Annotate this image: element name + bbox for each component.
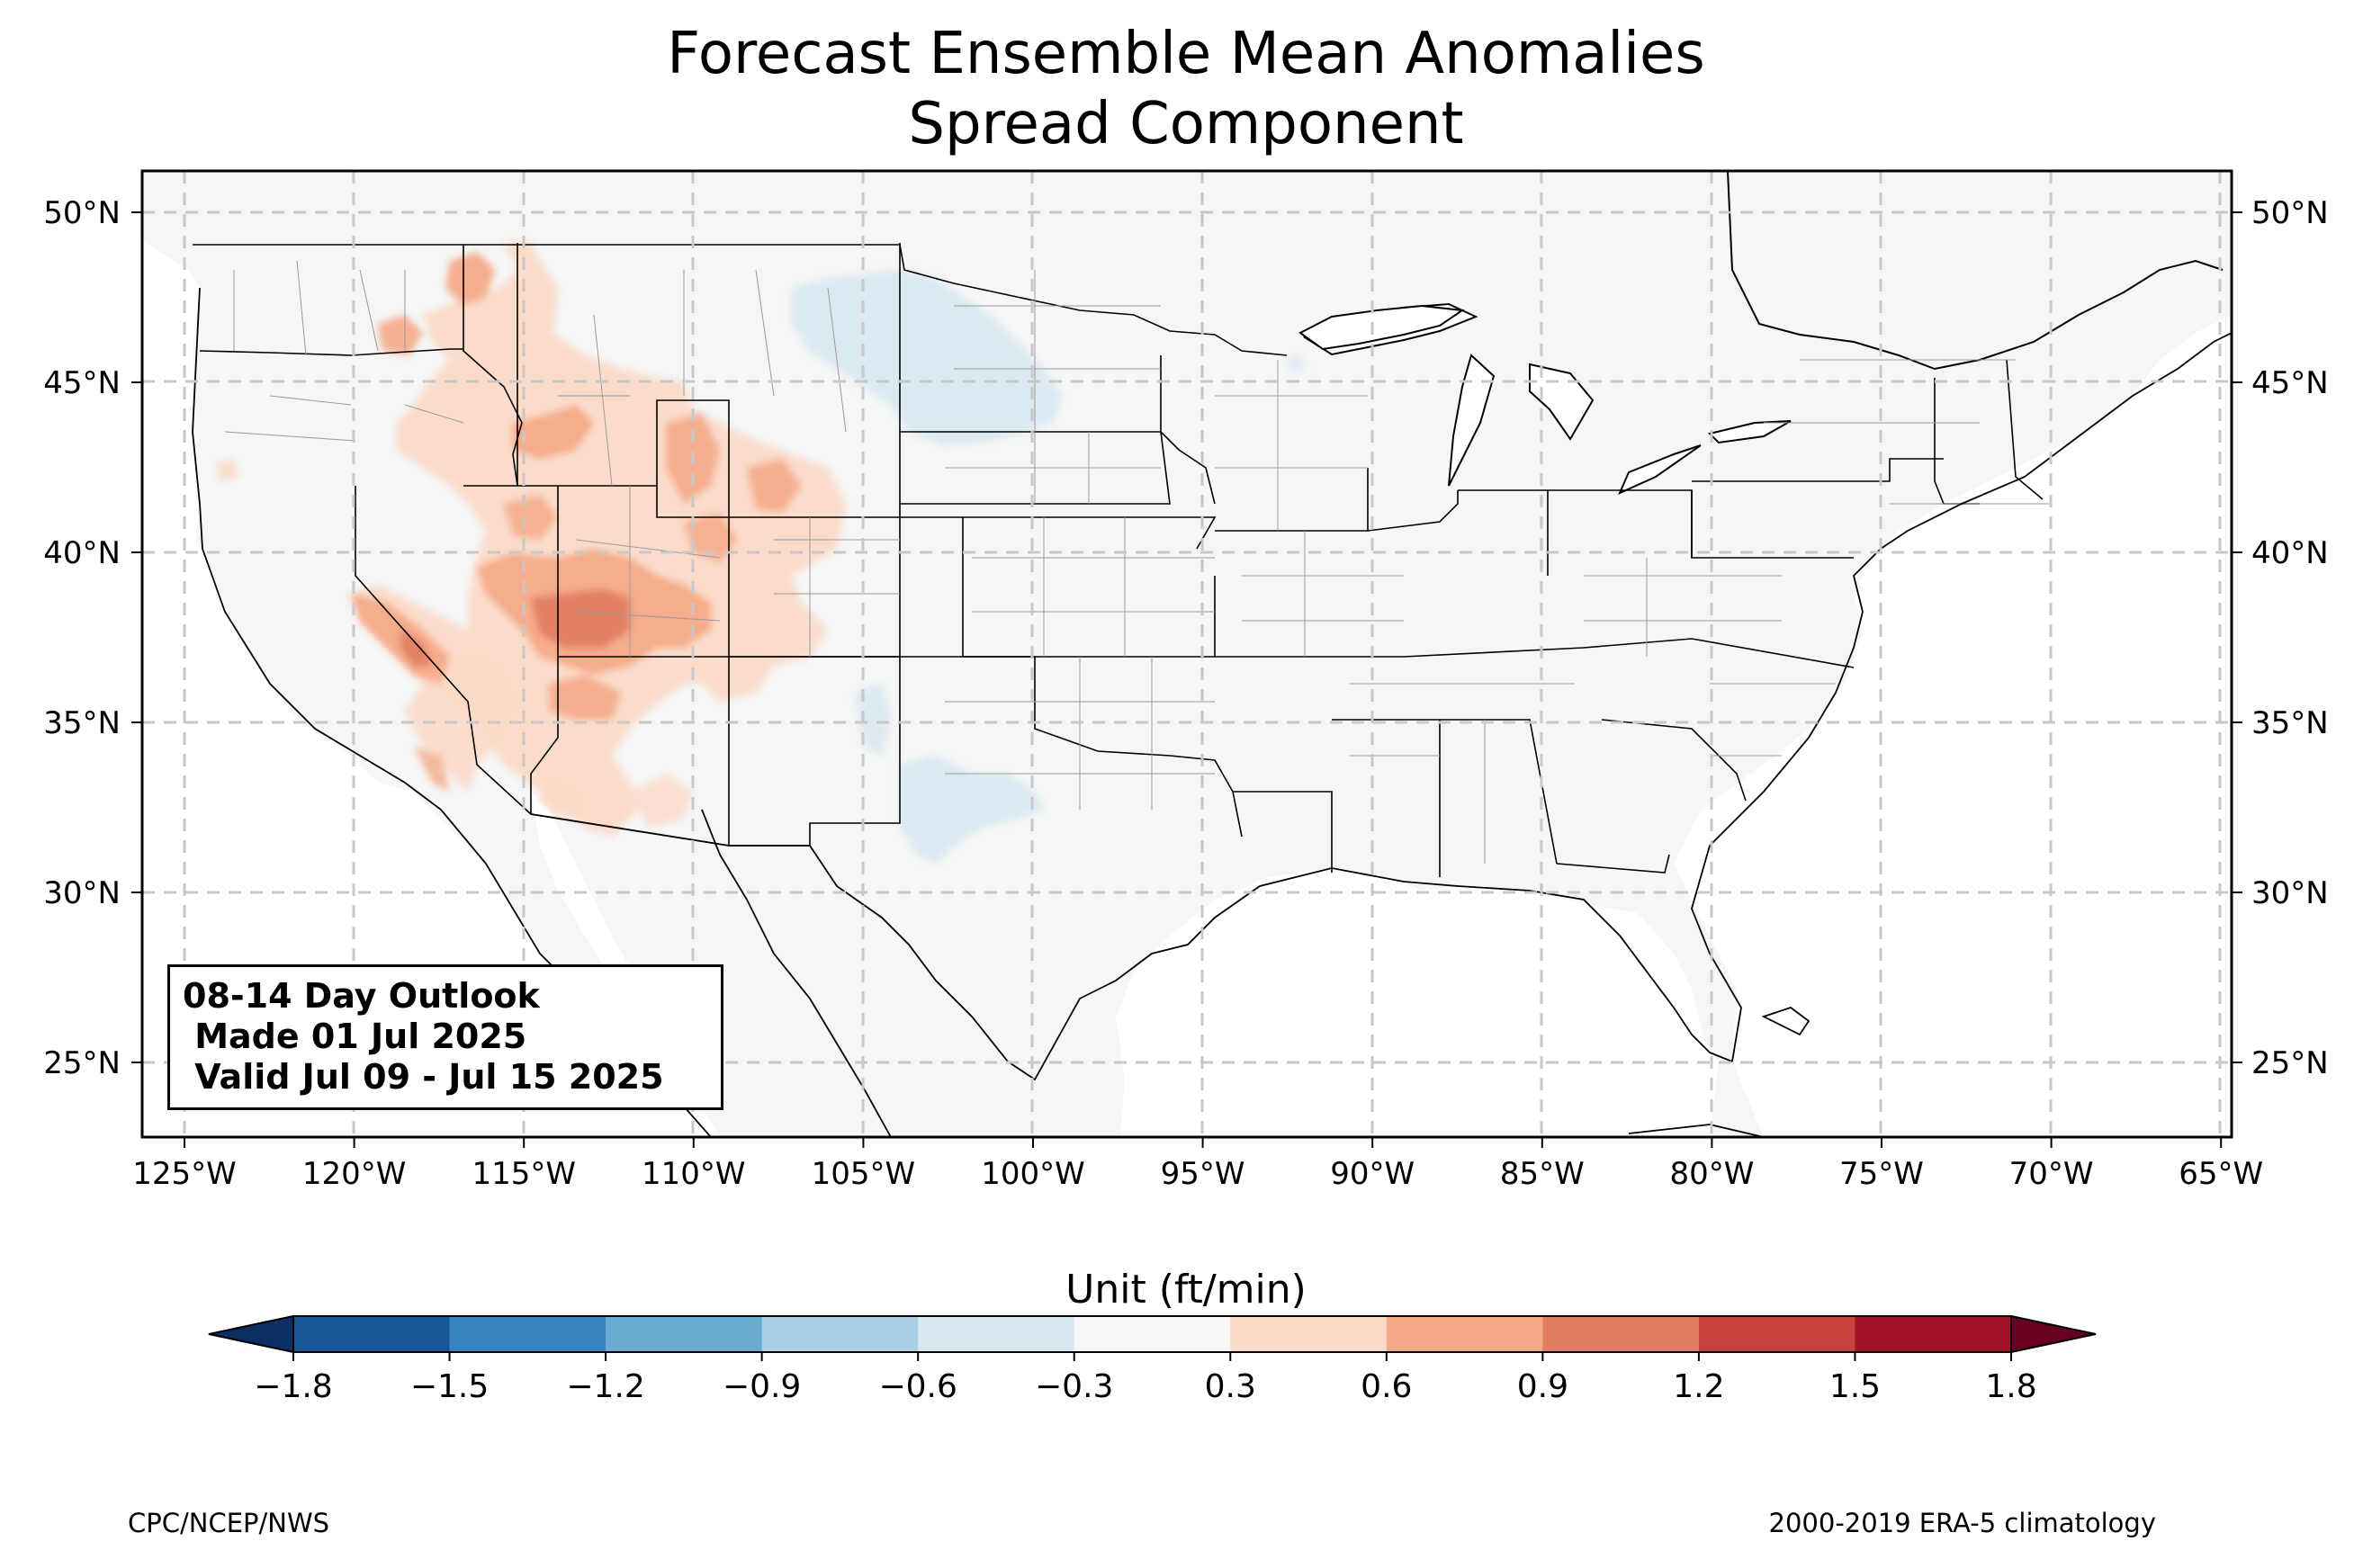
footer-climatology: 2000-2019 ERA-5 climatology bbox=[1768, 1508, 2156, 1538]
moderate-anomaly-regions bbox=[351, 252, 801, 792]
lat-tick-label: 40°N bbox=[43, 535, 121, 571]
gridlines bbox=[142, 171, 2232, 1137]
lon-tick-label: 75°W bbox=[1839, 1156, 1924, 1192]
colorbar-tick-label: −0.3 bbox=[1035, 1368, 1113, 1405]
colorbar-segment bbox=[449, 1316, 606, 1352]
map-frame bbox=[140, 169, 2233, 1139]
colorbar-tick-label: −1.8 bbox=[254, 1368, 332, 1405]
colorbar-segment bbox=[1230, 1316, 1388, 1352]
lon-tick-label: 105°W bbox=[812, 1156, 916, 1192]
lat-tick-label: 25°N bbox=[2251, 1045, 2329, 1081]
great-lakes bbox=[1302, 302, 1792, 495]
atlantic-ocean bbox=[1674, 315, 2232, 1137]
colorbar-segment bbox=[1855, 1316, 2012, 1352]
outlook-info-box: 08-14 Day Outlook Made 01 Jul 2025 Valid… bbox=[167, 964, 723, 1110]
lon-tick-label: 110°W bbox=[642, 1156, 746, 1192]
pacific-ocean bbox=[142, 171, 720, 1137]
colorbar-segment bbox=[1386, 1316, 1543, 1352]
colorbar-tick-label: 0.9 bbox=[1517, 1368, 1568, 1405]
colorbar-tick-label: 0.6 bbox=[1361, 1368, 1412, 1405]
lat-tick-label: 50°N bbox=[2251, 195, 2329, 231]
colorbar-tick-label: −0.6 bbox=[878, 1368, 957, 1405]
colorbar-title: Unit (ft/min) bbox=[1065, 1267, 1307, 1313]
lake-superior bbox=[1298, 304, 1465, 351]
lon-tick-label: 80°W bbox=[1669, 1156, 1754, 1192]
colorbar-segment bbox=[293, 1316, 451, 1352]
colorbar-tick-label: −1.5 bbox=[410, 1368, 489, 1405]
gulf-of-mexico bbox=[1116, 868, 1719, 1137]
colorbar-segment bbox=[1698, 1316, 1855, 1352]
colorbar-over-arrow bbox=[2010, 1314, 2097, 1354]
lat-tick-label: 45°N bbox=[2251, 365, 2329, 401]
lon-tick-label: 125°W bbox=[132, 1156, 237, 1192]
map-title: Forecast Ensemble Mean Anomalies bbox=[667, 21, 1705, 87]
latitude-labels-right: 50°N 45°N 40°N 35°N 30°N 25°N bbox=[2232, 195, 2329, 1081]
colorbar-tick-label: −1.2 bbox=[566, 1368, 644, 1405]
colorbar-tick-label: 0.3 bbox=[1205, 1368, 1256, 1405]
lon-tick-label: 100°W bbox=[981, 1156, 1085, 1192]
colorbar-outline bbox=[292, 1315, 2012, 1353]
canada-coastline bbox=[1727, 171, 2224, 371]
footer-source: CPC/NCEP/NWS bbox=[128, 1508, 330, 1538]
longitude-labels: 125°W 120°W 115°W 110°W 105°W 100°W 95°W 90°W 85… bbox=[132, 1137, 2263, 1192]
colorbar-under-arrow bbox=[208, 1314, 294, 1354]
colorbar-segment bbox=[761, 1316, 919, 1352]
latitude-labels-left: 50°N 45°N 40°N 35°N 30°N 25°N bbox=[43, 195, 142, 1081]
lat-tick-label: 50°N bbox=[43, 195, 121, 231]
colorbar-segment bbox=[606, 1316, 763, 1352]
lat-tick-label: 30°N bbox=[2251, 875, 2329, 911]
lat-tick-label: 45°N bbox=[43, 365, 121, 401]
lon-tick-label: 115°W bbox=[472, 1156, 576, 1192]
made-date: Made 01 Jul 2025 bbox=[183, 1017, 527, 1056]
lat-tick-label: 35°N bbox=[43, 705, 121, 741]
lon-tick-label: 85°W bbox=[1500, 1156, 1585, 1192]
colorbar-tick-label: 1.2 bbox=[1673, 1368, 1724, 1405]
colorbar-segment bbox=[1074, 1316, 1231, 1352]
valid-dates: Valid Jul 09 - Jul 15 2025 bbox=[183, 1057, 664, 1097]
lon-tick-label: 65°W bbox=[2179, 1156, 2263, 1192]
lat-tick-label: 30°N bbox=[43, 875, 121, 911]
lat-tick-label: 40°N bbox=[2251, 535, 2329, 571]
colorbar-tick-label: 1.5 bbox=[1829, 1368, 1881, 1405]
lon-tick-label: 90°W bbox=[1330, 1156, 1415, 1192]
colorbar-tick-label: −0.9 bbox=[723, 1368, 801, 1405]
positive-anomaly-regions bbox=[216, 241, 846, 837]
outlook-period: 08-14 Day Outlook bbox=[183, 976, 540, 1016]
colorbar-segment bbox=[1542, 1316, 1700, 1352]
lat-tick-label: 25°N bbox=[43, 1045, 121, 1081]
lat-tick-label: 35°N bbox=[2251, 705, 2329, 741]
lon-tick-label: 120°W bbox=[302, 1156, 407, 1192]
coastlines bbox=[192, 287, 2232, 1137]
county-lines bbox=[224, 260, 2052, 864]
map-subtitle: Spread Component bbox=[908, 91, 1464, 157]
colorbar-segment bbox=[918, 1316, 1075, 1352]
colorbar: −1.8 −1.5 −1.2 −0.9 −0.6 −0.3 0.3 0.6 0.9 1.2 1.5 1… bbox=[208, 1314, 2097, 1405]
lon-tick-label: 95°W bbox=[1161, 1156, 1245, 1192]
lon-tick-label: 70°W bbox=[2009, 1156, 2094, 1192]
strong-anomaly-regions bbox=[400, 589, 630, 666]
colorbar-tick-label: 1.8 bbox=[1985, 1368, 2036, 1405]
